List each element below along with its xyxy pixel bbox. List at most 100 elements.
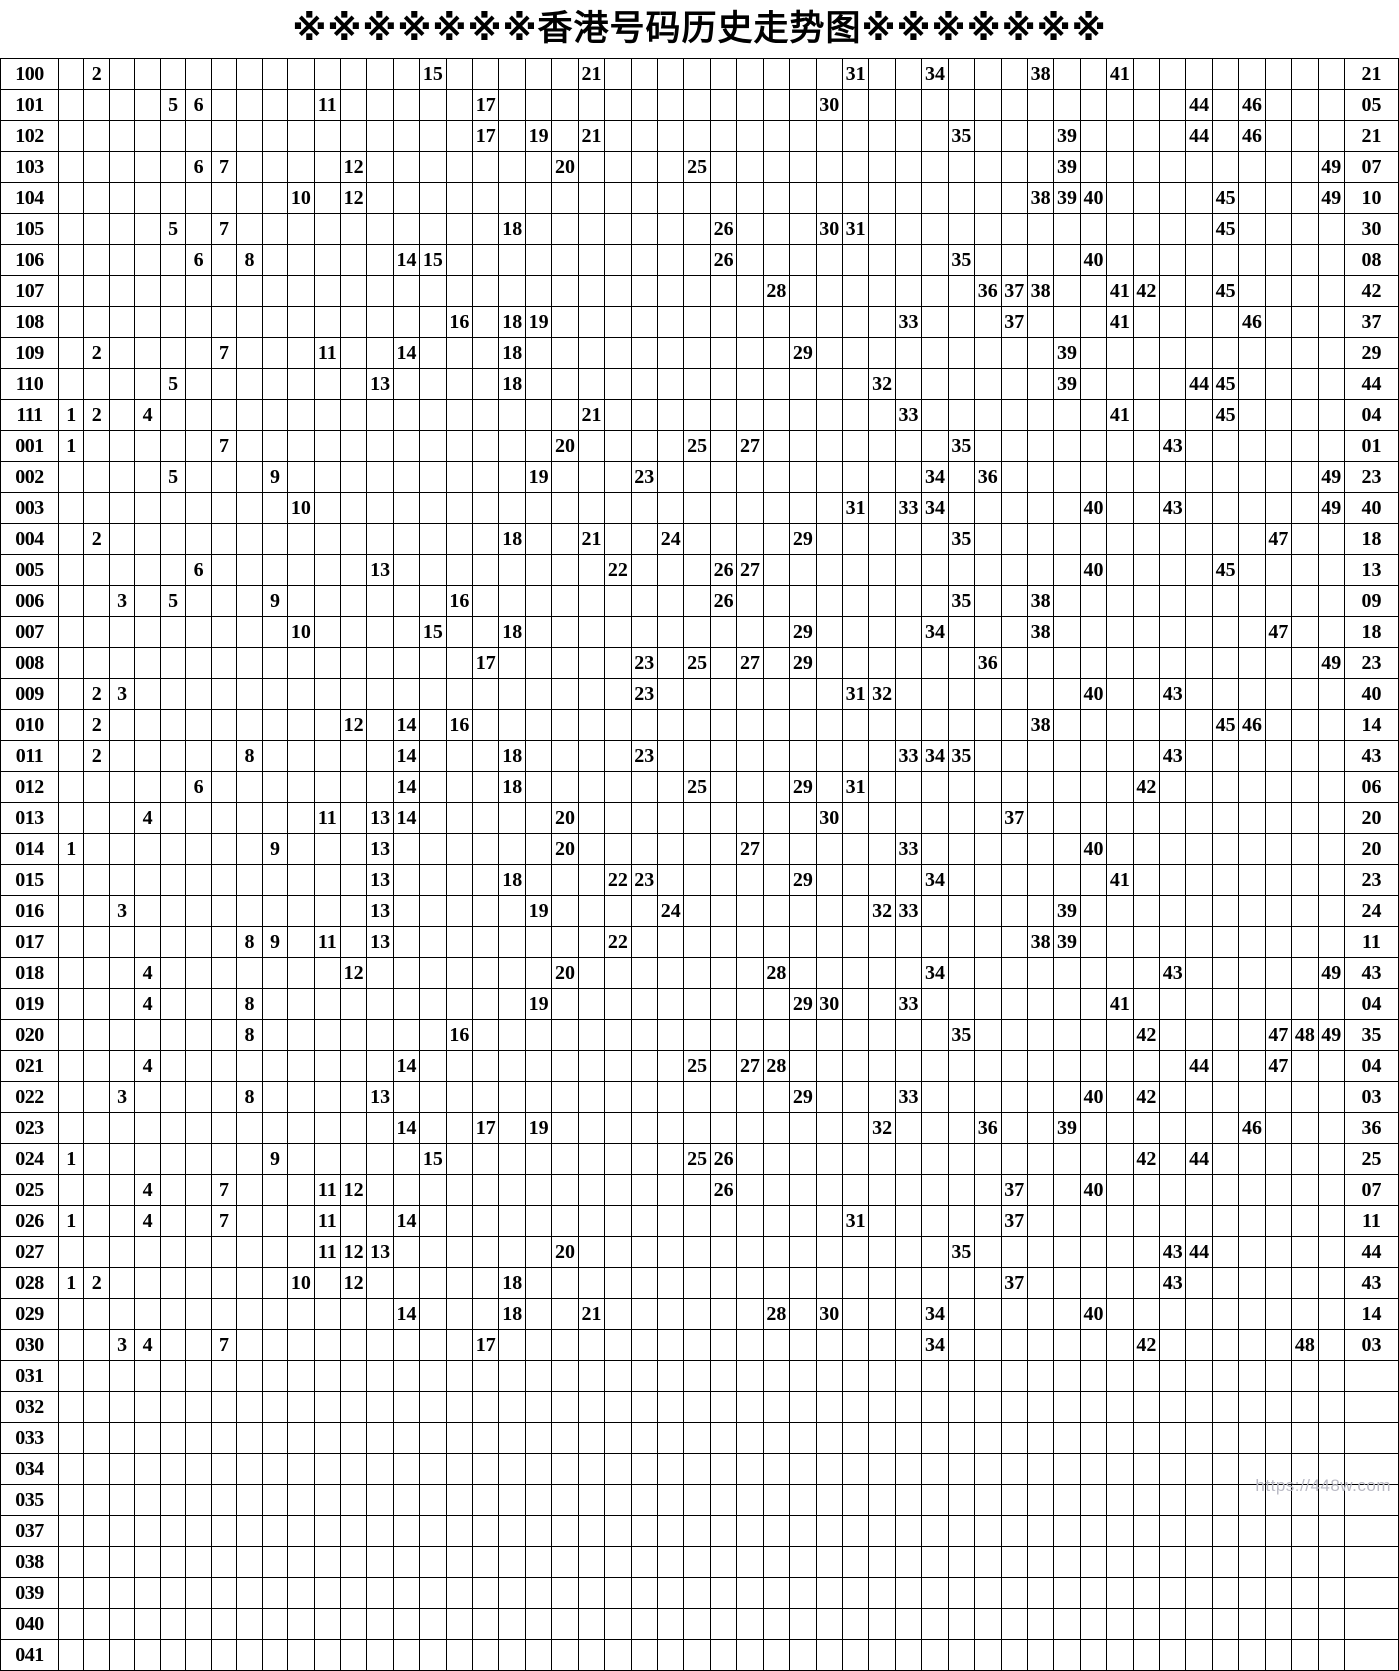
- cell-number-21: [578, 709, 606, 741]
- cell-number-34: 34: [921, 740, 949, 772]
- cell-number-23: [631, 182, 659, 214]
- cell-number-38: [1027, 1019, 1055, 1051]
- cell-number-47: [1265, 864, 1293, 896]
- cell-number-34: 34: [921, 616, 949, 648]
- cell-number-1: [58, 182, 85, 214]
- cell-number-40: [1080, 1267, 1108, 1299]
- cell-number-16: [446, 1577, 474, 1609]
- cell-number-35: [948, 1050, 976, 1082]
- cell-number-49: [1318, 678, 1345, 710]
- cell-number-6: [185, 58, 212, 90]
- cell-number-1: 1: [58, 833, 85, 865]
- cell-number-17: [472, 1515, 500, 1547]
- cell-number-33: [895, 1484, 923, 1516]
- cell-number-28: [763, 461, 791, 493]
- cell-number-11: [314, 1453, 341, 1485]
- cell-number-28: 28: [763, 1298, 791, 1330]
- row-result: [1344, 1577, 1399, 1609]
- cell-number-12: [340, 1422, 368, 1454]
- cell-number-39: 39: [1053, 926, 1081, 958]
- cell-number-31: 31: [842, 771, 870, 803]
- cell-number-17: [472, 337, 500, 369]
- cell-number-8: [236, 1453, 263, 1485]
- cell-number-13: [366, 213, 394, 245]
- cell-number-7: 7: [211, 430, 238, 462]
- cell-number-38: [1027, 1608, 1055, 1640]
- cell-number-41: [1106, 585, 1134, 617]
- cell-number-45: [1212, 926, 1240, 958]
- cell-number-42-highlight: 42: [1133, 275, 1161, 307]
- cell-number-9: [262, 988, 289, 1020]
- cell-number-19: 19: [525, 988, 553, 1020]
- cell-number-42: [1133, 1391, 1161, 1423]
- cell-number-8: [236, 678, 263, 710]
- cell-number-30: [816, 709, 843, 741]
- cell-number-6: [185, 306, 212, 338]
- cell-number-22: [604, 678, 632, 710]
- cell-number-9: [262, 337, 289, 369]
- cell-number-5: [160, 895, 187, 927]
- cell-number-5: [160, 1205, 187, 1237]
- cell-number-24: [657, 1081, 685, 1113]
- cell-number-47: [1265, 1298, 1293, 1330]
- cell-number-18: [498, 1577, 526, 1609]
- cell-number-26: [710, 58, 738, 90]
- cell-number-41: [1106, 89, 1134, 121]
- cell-number-17: [472, 585, 500, 617]
- table-row: 102 17 19 21 35 39 44 46 21: [0, 120, 1399, 152]
- cell-number-29: [789, 554, 817, 586]
- cell-number-7: [211, 89, 238, 121]
- cell-number-26: [710, 492, 738, 524]
- cell-number-40: [1080, 895, 1108, 927]
- cell-number-43: [1159, 802, 1187, 834]
- cell-number-42: [1133, 399, 1161, 431]
- cell-number-5: [160, 275, 187, 307]
- cell-number-2: [83, 895, 110, 927]
- cell-number-33: 33: [895, 306, 923, 338]
- cell-number-32: [868, 647, 896, 679]
- cell-number-4: [134, 647, 161, 679]
- cell-number-12: [340, 1329, 368, 1361]
- cell-number-46: [1238, 461, 1266, 493]
- cell-number-30: [816, 1515, 843, 1547]
- cell-number-5: [160, 1329, 187, 1361]
- cell-number-25: [683, 1174, 711, 1206]
- cell-number-11: [314, 306, 341, 338]
- cell-number-43: [1159, 151, 1187, 183]
- cell-number-3: [109, 647, 136, 679]
- cell-number-32: [868, 1205, 896, 1237]
- cell-number-49: 49: [1318, 182, 1345, 214]
- cell-number-12: [340, 771, 368, 803]
- cell-number-16: 16: [446, 709, 474, 741]
- cell-number-39: [1053, 1298, 1081, 1330]
- cell-number-1: [58, 89, 85, 121]
- cell-number-37: [1001, 1546, 1028, 1578]
- cell-number-9-highlight: 9: [262, 585, 289, 617]
- cell-number-4: [134, 275, 161, 307]
- cell-number-44: [1185, 616, 1213, 648]
- cell-number-46: [1238, 988, 1266, 1020]
- cell-number-19: [525, 1484, 553, 1516]
- cell-number-10: [287, 1329, 315, 1361]
- cell-number-20: 20: [551, 151, 579, 183]
- cell-number-36: [974, 926, 1002, 958]
- cell-number-14: [393, 1174, 421, 1206]
- cell-number-7: [211, 120, 238, 152]
- cell-number-33: [895, 1112, 923, 1144]
- cell-number-12: [340, 58, 368, 90]
- cell-number-3: [109, 120, 136, 152]
- cell-number-43: [1159, 58, 1187, 90]
- cell-number-2: [83, 1112, 110, 1144]
- cell-number-46: [1238, 58, 1266, 90]
- cell-number-38: [1027, 988, 1055, 1020]
- cell-number-45: [1212, 1143, 1240, 1175]
- cell-number-4: [134, 1453, 161, 1485]
- cell-number-4: 4: [134, 802, 161, 834]
- cell-number-36: [974, 1453, 1002, 1485]
- cell-number-47: [1265, 1639, 1293, 1671]
- cell-number-21: [578, 678, 606, 710]
- cell-number-48: [1291, 1267, 1319, 1299]
- cell-number-9: [262, 678, 289, 710]
- cell-number-30: [816, 1608, 843, 1640]
- cell-number-38: 38: [1027, 585, 1055, 617]
